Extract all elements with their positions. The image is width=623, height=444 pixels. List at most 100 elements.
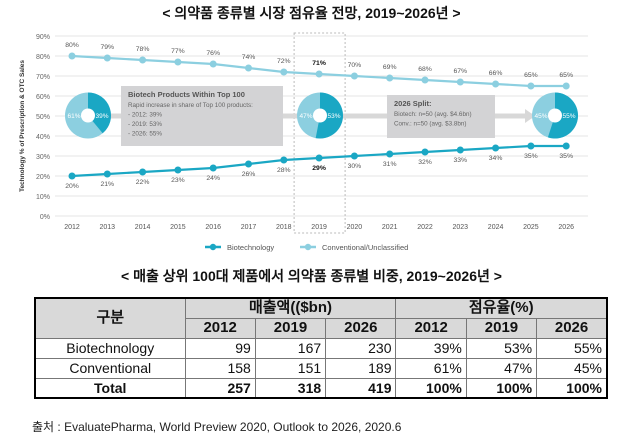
row-label: Conventional xyxy=(34,357,186,379)
x-tick-label: 2016 xyxy=(205,224,221,231)
data-label: 65% xyxy=(524,72,538,79)
col-group-header: 구분 xyxy=(34,297,186,339)
data-label: 66% xyxy=(489,70,503,77)
data-point xyxy=(139,56,147,64)
x-tick-label: 2021 xyxy=(382,224,398,231)
donut-hole xyxy=(313,108,327,123)
annotation-line: Rapid increase in share of Top 100 produ… xyxy=(128,102,253,109)
data-label: 20% xyxy=(65,183,79,190)
x-tick-label: 2023 xyxy=(453,224,469,231)
share-table: 구분 매출액(($bn) 점유율(%) 2012 2019 2026 2012 … xyxy=(34,297,608,399)
x-tick-label: 2015 xyxy=(170,224,186,231)
data-point xyxy=(245,160,252,168)
data-label: 32% xyxy=(418,159,432,166)
y-tick-label: 50% xyxy=(36,114,50,121)
data-point xyxy=(386,150,394,158)
annotation-line: - 2019: 53% xyxy=(128,121,162,128)
year-header: 2019 xyxy=(465,317,538,339)
data-point xyxy=(103,54,111,62)
y-tick-label: 10% xyxy=(36,194,50,201)
data-point xyxy=(456,78,464,86)
donut-biotech-label: 55% xyxy=(562,113,575,120)
year-header: 2026 xyxy=(536,317,608,339)
data-point xyxy=(315,154,323,162)
annotation-line: - 2012: 39% xyxy=(128,112,162,119)
cell: 55% xyxy=(536,337,608,359)
data-point xyxy=(209,164,217,172)
data-point xyxy=(280,68,288,76)
data-point xyxy=(456,146,464,154)
cell: 257 xyxy=(184,377,256,399)
table-year-row: 2012 2019 2026 2012 2019 2026 xyxy=(35,317,608,339)
data-point xyxy=(492,80,500,88)
data-label: 67% xyxy=(453,68,467,75)
data-label: 29% xyxy=(312,165,326,172)
data-label: 31% xyxy=(383,161,397,168)
donut-biotech-slice xyxy=(88,92,112,134)
data-point xyxy=(350,152,358,160)
donut-biotech-slice xyxy=(315,92,343,139)
share-header: 점유율(%) xyxy=(395,297,608,319)
x-tick-label: 2020 xyxy=(347,224,363,231)
donut-conventional-label: 47% xyxy=(299,113,312,120)
x-tick-label: 2013 xyxy=(100,224,116,231)
y-tick-label: 60% xyxy=(36,94,50,101)
data-label: 23% xyxy=(171,177,185,184)
annotation-line: Biotech: n=50 (avg. $4.6bn) xyxy=(394,111,472,118)
cell: 61% xyxy=(395,357,467,379)
annotation-box xyxy=(121,86,283,146)
donut-hole xyxy=(81,108,95,123)
y-tick-label: 20% xyxy=(36,174,50,181)
donut-biotech-label: 53% xyxy=(327,113,340,120)
y-tick-label: 30% xyxy=(36,154,50,161)
cell: 53% xyxy=(465,337,538,359)
cell: 99 xyxy=(184,337,256,359)
data-point xyxy=(562,82,570,90)
data-point xyxy=(350,72,358,80)
legend-label: Conventional/Unclassified xyxy=(322,243,408,252)
line-chart: 0% 10% 20% 30% 40% 50% 60% 70% 80% 90% Technology … xyxy=(19,32,588,252)
cell: 100% xyxy=(395,377,467,399)
data-label: 26% xyxy=(242,171,256,178)
data-point xyxy=(421,148,429,156)
arrow-icon xyxy=(525,109,535,123)
data-point xyxy=(527,142,535,150)
x-tick-label: 2022 xyxy=(417,224,433,231)
cell: 100% xyxy=(536,377,608,399)
data-label: 65% xyxy=(559,72,573,79)
cell: 100% xyxy=(465,377,538,399)
data-label: 74% xyxy=(242,54,256,61)
table-row: Conventional 158 151 189 61% 47% 45% xyxy=(34,357,608,379)
x-tick-label: 2019 xyxy=(311,224,327,231)
data-label: 71% xyxy=(312,60,326,67)
x-tick-label: 2014 xyxy=(135,224,151,231)
donut-biotech-label: 39% xyxy=(95,113,108,120)
y-axis-label: Technology % of Prescription & OTC Sales xyxy=(19,60,26,192)
cell: 167 xyxy=(254,337,327,359)
legend-label: Biotechnology xyxy=(227,243,274,252)
x-tick-label: 2012 xyxy=(64,224,80,231)
data-label: 35% xyxy=(524,153,538,160)
x-tick-label: 2026 xyxy=(558,224,574,231)
y-tick-label: 40% xyxy=(36,134,50,141)
data-label: 78% xyxy=(136,46,150,53)
data-label: 24% xyxy=(206,175,220,182)
x-tick-label: 2024 xyxy=(488,224,504,231)
data-label: 35% xyxy=(559,153,573,160)
chart-title: < 의약품 종류별 시장 점유율 전망, 2019~2026년 > xyxy=(162,5,461,21)
cell: 189 xyxy=(325,357,397,379)
data-point xyxy=(492,144,500,152)
data-label: 69% xyxy=(383,64,397,71)
cell: 318 xyxy=(254,377,327,399)
data-label: 76% xyxy=(206,50,220,57)
year-header: 2012 xyxy=(184,317,256,339)
annotation-title: Biotech Products Within Top 100 xyxy=(128,90,245,99)
data-label: 30% xyxy=(348,163,362,170)
data-label: 80% xyxy=(65,42,79,49)
annotation-box xyxy=(387,95,495,138)
year-header: 2012 xyxy=(395,317,467,339)
data-label: 28% xyxy=(277,167,291,174)
data-point xyxy=(386,74,394,82)
legend-marker xyxy=(304,243,312,251)
x-tick-label: 2025 xyxy=(523,224,539,231)
